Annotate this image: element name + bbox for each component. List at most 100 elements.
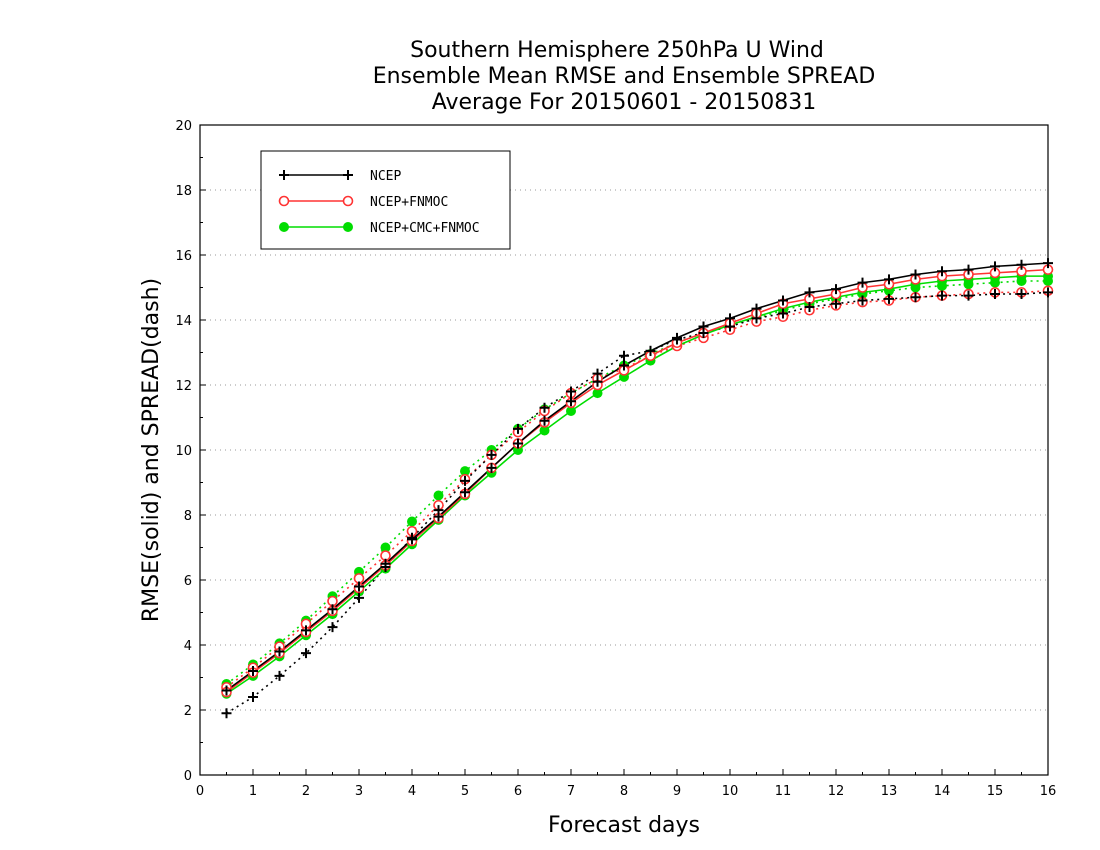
y-tick-label: 0: [184, 769, 192, 784]
legend-box: [260, 150, 511, 250]
spread-point: [884, 293, 894, 304]
rmse-point: [778, 295, 788, 306]
spread-point: [433, 490, 444, 501]
rmse-line-0: [226, 262, 1049, 692]
x-tick-label: 7: [567, 784, 575, 799]
x-tick-label: 4: [408, 784, 416, 799]
x-axis-label: Forecast days: [548, 813, 700, 838]
rmse-point: [486, 462, 497, 473]
legend: NCEP NCEP+FNMOC NCEP+CMC+FNMOC: [260, 150, 511, 250]
spread-point: [1043, 287, 1053, 298]
rmse-point: [513, 438, 523, 449]
title-line-1: Southern Hemisphere 250hPa U Wind: [410, 38, 824, 63]
legend-marker: [278, 195, 290, 207]
x-tick-label: 2: [302, 784, 310, 799]
x-tick-label: 0: [196, 784, 204, 799]
title-line-3: Average For 20150601 - 20150831: [432, 90, 817, 115]
y-tick-label: 4: [184, 639, 192, 654]
y-tick-label: 10: [175, 444, 192, 459]
spread-point: [327, 622, 338, 633]
spread-point: [460, 466, 470, 477]
legend-marker: [343, 170, 353, 180]
spread-line-2: [226, 280, 1048, 685]
spread-point: [274, 670, 285, 681]
spread-point: [486, 449, 497, 460]
rmse-point: [539, 415, 550, 426]
spread-point: [354, 592, 364, 603]
title-line-2: Ensemble Mean RMSE and Ensemble SPREAD: [373, 64, 876, 89]
legend-label: NCEP: [370, 169, 401, 184]
x-tick-label: 13: [881, 784, 898, 799]
x-tick-label: 15: [987, 784, 1004, 799]
y-tick-label: 18: [175, 184, 192, 199]
rmse-point: [645, 345, 656, 356]
legend-marker: [279, 222, 289, 232]
legend-marker: [343, 222, 353, 232]
spread-point: [513, 423, 523, 434]
y-tick-label: 6: [184, 574, 192, 589]
spread-line-0: [226, 291, 1049, 714]
spread-point: [301, 648, 311, 659]
x-tick-label: 10: [722, 784, 739, 799]
spread-point: [990, 289, 1000, 299]
rmse-point: [274, 646, 285, 657]
x-tick-label: 12: [828, 784, 845, 799]
rmse-point: [910, 269, 921, 280]
rmse-point: [963, 264, 974, 275]
rmse-point: [884, 274, 894, 285]
rmse-point: [460, 487, 470, 498]
rmse-point: [221, 685, 232, 696]
rmse-point: [433, 511, 444, 522]
legend-marker: [279, 170, 289, 180]
rmse-point: [751, 303, 762, 314]
spread-point: [804, 302, 815, 312]
spread-point: [857, 295, 868, 306]
x-tick-label: 3: [355, 784, 363, 799]
rmse-point: [1043, 258, 1053, 269]
rmse-point: [990, 261, 1000, 272]
x-tick-label: 5: [461, 784, 469, 799]
rmse-point: [1016, 259, 1027, 270]
rmse-point: [831, 284, 841, 295]
spread-point: [460, 475, 470, 486]
rmse-line-1: [226, 268, 1049, 693]
legend-item: NCEP: [279, 169, 401, 184]
y-tick-label: 2: [184, 704, 192, 719]
x-axis: 0 1 2 3 4 5 6 7 8 9 10 11 12 13 14 15 16: [196, 769, 1056, 799]
x-tick-label: 8: [620, 784, 628, 799]
rmse-point: [566, 406, 576, 416]
series-layer: [221, 258, 1054, 719]
x-tick-label: 16: [1040, 784, 1057, 799]
y-tick-label: 16: [175, 249, 192, 264]
y-tick-label: 8: [184, 509, 192, 524]
y-tick-label: 12: [175, 379, 192, 394]
rmse-point: [619, 360, 629, 371]
rmse-point: [592, 376, 603, 387]
spread-point: [539, 402, 550, 413]
y-tick-label: 14: [175, 314, 192, 329]
legend-item: NCEP+FNMOC: [278, 195, 448, 210]
spread-point: [566, 386, 576, 397]
legend-label: NCEP+CMC+FNMOC: [370, 221, 480, 236]
spread-point: [937, 290, 947, 301]
rmse-point: [804, 287, 815, 298]
x-tick-label: 6: [514, 784, 522, 799]
rmse-point: [539, 425, 550, 436]
legend-marker: [342, 195, 354, 207]
rmse-point: [407, 534, 417, 545]
spread-point: [963, 290, 974, 301]
rmse-point: [937, 266, 947, 277]
spread-point: [1016, 289, 1027, 299]
x-tick-label: 11: [775, 784, 792, 799]
spread-point: [751, 313, 762, 324]
spread-point: [221, 708, 232, 719]
rmse-point: [301, 625, 311, 636]
rmse-point: [592, 388, 603, 399]
y-axis-label: RMSE(solid) and SPREAD(dash): [139, 278, 164, 622]
x-tick-label: 1: [249, 784, 257, 799]
spread-line-1: [226, 289, 1049, 688]
spread-point: [380, 542, 391, 553]
spread-point: [407, 516, 417, 527]
x-tick-label: 14: [934, 784, 951, 799]
